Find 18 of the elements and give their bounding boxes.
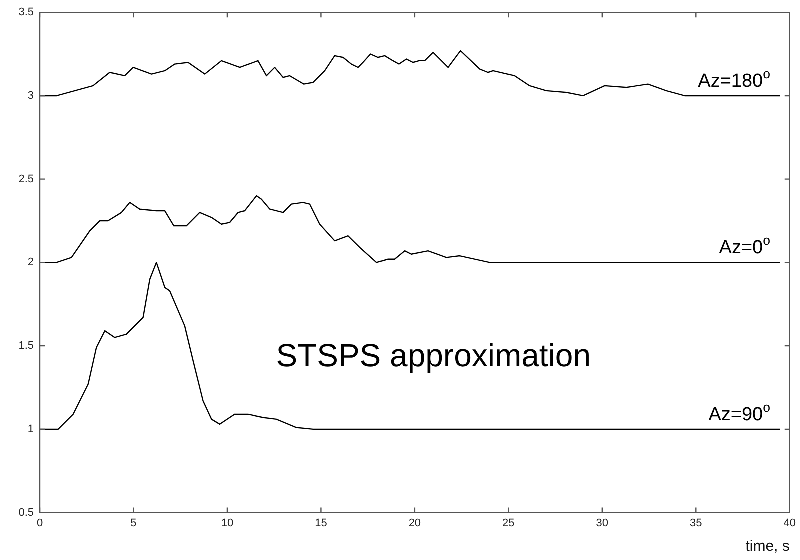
x-tick-label: 20 (408, 517, 422, 530)
y-tick-label: 2.5 (18, 173, 34, 186)
y-tick-label: 3 (28, 90, 34, 102)
y-tick-label: 0.5 (18, 506, 34, 519)
x-tick-label: 30 (596, 517, 609, 530)
x-tick-label: 25 (502, 517, 515, 530)
x-tick-label: 5 (130, 517, 137, 530)
y-tick-label: 3.5 (18, 6, 34, 19)
x-axis-title: time, s (746, 538, 790, 556)
x-tick-label: 0 (36, 517, 44, 530)
x-tick-label: 40 (784, 517, 796, 530)
y-tick-label: 2 (28, 256, 34, 269)
annotation: STSPS approximation (276, 338, 592, 374)
x-tick-label: 35 (690, 517, 702, 530)
x-tick-label: 10 (221, 517, 234, 530)
y-tick-label: 1.5 (18, 340, 34, 352)
y-tick-label: 1 (28, 423, 34, 436)
x-tick-label: 15 (315, 517, 328, 530)
